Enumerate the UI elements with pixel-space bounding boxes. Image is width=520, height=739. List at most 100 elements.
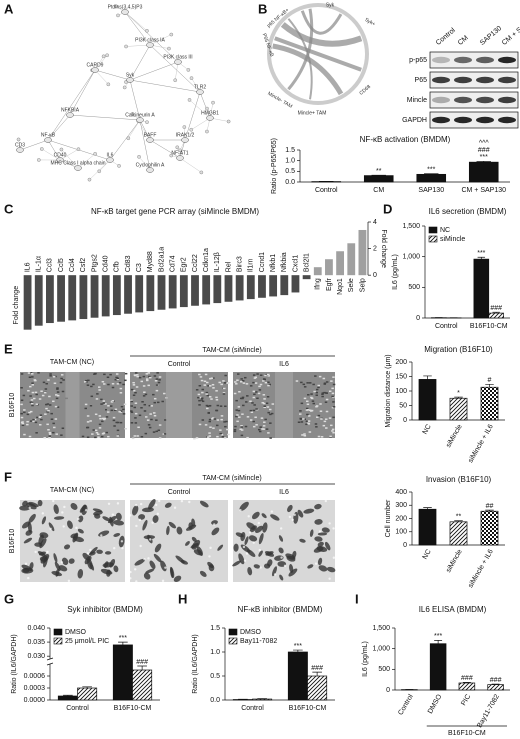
cell [240,425,243,427]
row-label: B16F10 [9,529,16,554]
cell [86,384,90,386]
cell [254,382,258,384]
blot-band [432,76,450,84]
network-node [105,53,109,58]
cell [94,413,98,416]
cell [198,423,202,426]
cell [267,432,270,434]
cell [40,418,43,421]
cell [103,373,106,376]
cell [221,436,225,438]
cell [48,522,55,532]
cell [118,410,121,413]
cell [136,435,139,437]
cell [100,398,103,401]
pore [332,527,335,530]
network-node [130,112,135,116]
cell [61,427,65,430]
network-edge [189,99,211,119]
legend-swatch [228,628,238,636]
cell [253,377,257,379]
significance: *** [480,154,488,161]
cell [166,525,170,536]
cell [310,393,313,395]
pore [61,511,64,514]
x-tick-label: CM + SAP130 [461,187,506,194]
network-edge [69,114,141,121]
network-edge [184,91,201,141]
image-group-label: TAM-CM (siMincle) [202,347,261,354]
cell [148,375,151,378]
cell [313,546,324,553]
cell [216,435,219,438]
cell [317,384,320,387]
network-node [117,164,121,168]
cell [264,381,268,384]
image-label: IL6 [279,361,289,368]
panel-letter: G [4,591,14,606]
cell [130,400,134,403]
cell [191,536,197,542]
significance: ** [456,514,462,521]
cell [142,395,146,397]
network-edge [129,61,179,81]
cell [95,398,99,400]
x-tick-label: Cxcl1 [292,255,299,273]
cell [220,383,223,386]
network-edge [128,119,141,139]
cell [23,411,26,414]
y-tick-label: 1.0 [210,649,220,656]
cell [253,404,256,406]
cell [208,396,212,398]
legend-swatch [53,637,63,645]
image-label: TAM-CM (NC) [50,487,94,494]
cell [31,404,34,407]
network-node [211,100,215,105]
cell [43,437,46,439]
cell [52,431,55,434]
bar [135,275,144,313]
cell [219,432,222,435]
cell [321,395,324,398]
cell [201,400,205,403]
y-tick-label: 0.0003 [24,685,46,692]
pore [139,502,143,506]
cell [62,379,65,381]
cell [270,412,274,415]
cell [130,405,133,407]
cell [153,401,156,404]
significance: * [457,390,460,397]
blot-row-label: GAPDH [402,117,427,124]
cell [197,396,200,399]
cell [23,433,26,436]
pore [156,512,159,516]
cell [90,395,94,398]
network-node [175,145,180,150]
x-tick-label: NC [422,423,433,435]
cell [86,421,90,423]
cell [52,375,56,378]
network-node [145,120,149,124]
cell [186,524,197,531]
cell [36,416,39,419]
cell [253,393,256,396]
x-tick-label: Selp [359,278,366,292]
cell [113,425,116,427]
cell [288,568,298,577]
cell [96,549,103,554]
cell [321,527,330,533]
network-node [126,77,134,83]
network-edge [124,11,148,31]
x-tick-label: Control [315,187,338,194]
cell [250,411,254,414]
cell [124,379,127,382]
cell [323,420,327,423]
chord-label: Mincle+ TAM [298,110,327,116]
cell [130,388,134,391]
cell [209,377,212,380]
cell [303,418,306,421]
y-tick-label: 0 [416,315,420,322]
network-edge [191,117,211,130]
y-tick-label: 0.0006 [24,673,46,680]
